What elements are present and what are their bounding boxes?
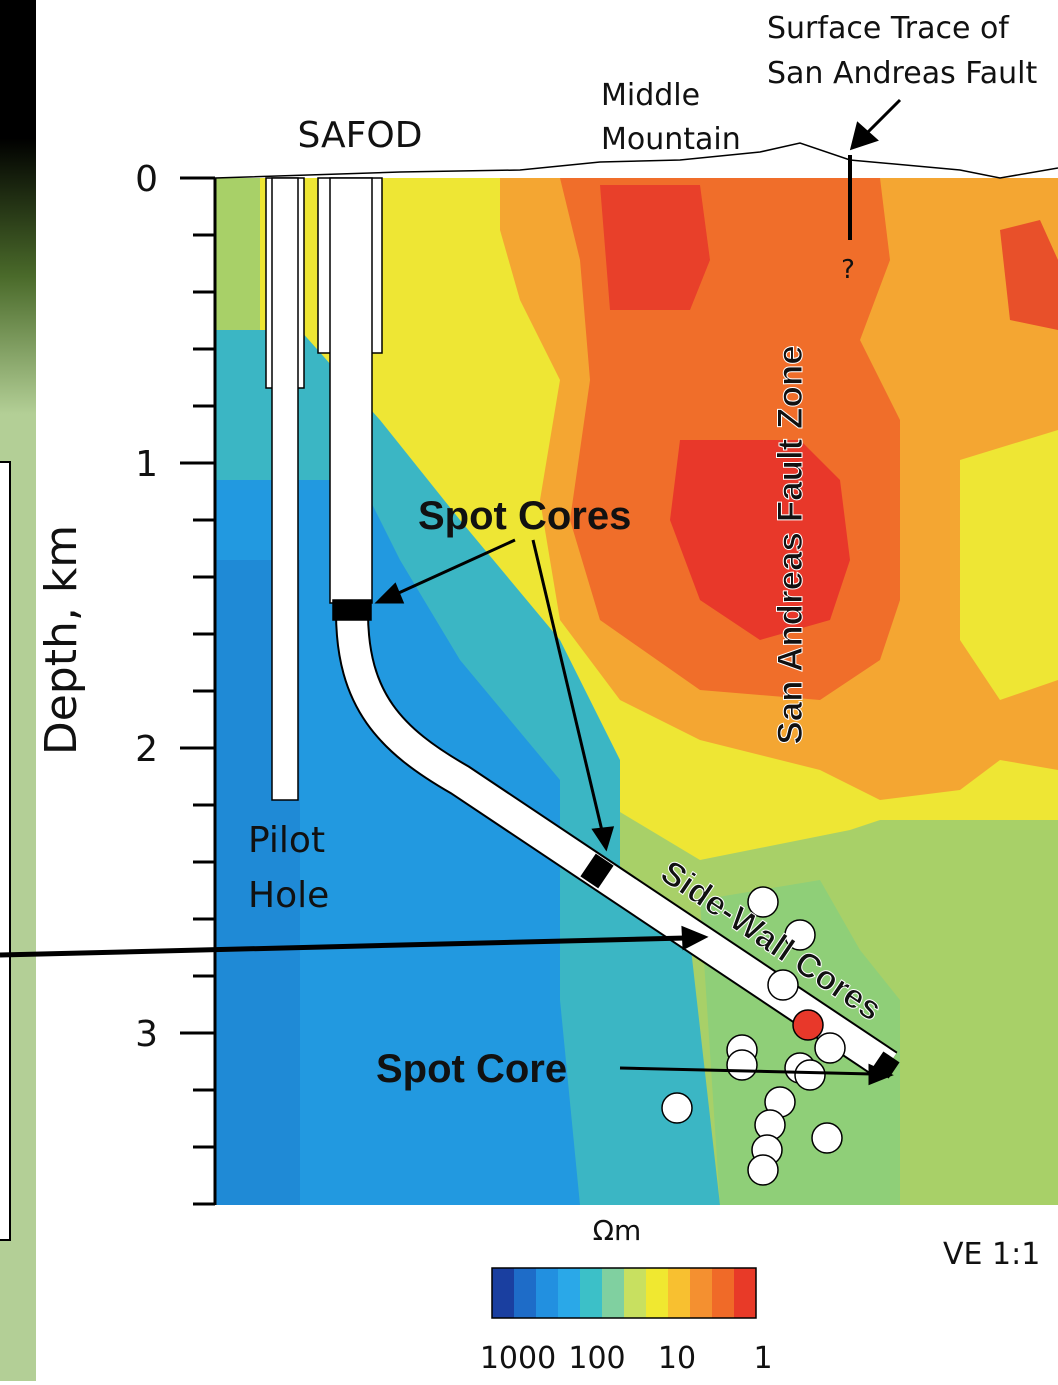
- side-box: [0, 462, 10, 1240]
- mountain-label: Middle: [601, 78, 700, 113]
- colorbar-cell: [514, 1268, 537, 1318]
- colorbar-cell: [580, 1268, 603, 1318]
- depth-tick-label: 3: [135, 1014, 158, 1055]
- depth-tick-label: 2: [135, 729, 158, 770]
- colorbar-cell: [536, 1268, 559, 1318]
- colorbar-label: 1000: [480, 1341, 556, 1376]
- depth-tick-label: 0: [135, 159, 158, 200]
- colorbar-cell: [668, 1268, 691, 1318]
- colorbar-cell: [690, 1268, 713, 1318]
- site-label: SAFOD: [298, 115, 423, 156]
- fault-zone-label: San Andreas Fault Zone: [771, 345, 810, 744]
- colorbar-cell: [558, 1268, 581, 1318]
- colorbar-cell: [734, 1268, 757, 1318]
- colorbar: 1000 100 10 1: [480, 1268, 773, 1376]
- colorbar-unit: Ωm: [593, 1214, 642, 1247]
- colorbar-label: 100: [568, 1341, 625, 1376]
- pilot-hole-label: Hole: [248, 875, 329, 916]
- question-mark: ?: [841, 255, 855, 285]
- colorbar-cell: [602, 1268, 625, 1318]
- colorbar-cell: [646, 1268, 669, 1318]
- pilot-hole-label: Pilot: [248, 820, 325, 861]
- fault-trace-label: San Andreas Fault: [767, 56, 1037, 91]
- depth-tick-label: 1: [135, 444, 158, 485]
- colorbar-cell: [624, 1268, 647, 1318]
- axis-label: Depth, km: [36, 525, 87, 755]
- spot-cores-label: Spot Cores: [418, 494, 631, 538]
- mountain-label: Mountain: [601, 122, 741, 157]
- colorbar-label: 10: [658, 1341, 696, 1376]
- scale-note: VE 1:1: [943, 1237, 1040, 1272]
- figure: 0 1 2 3 SAFOD Middle Mountain Surface Trace…: [0, 0, 1058, 1381]
- colorbar-cell: [712, 1268, 735, 1318]
- colorbar-label: 1: [753, 1341, 772, 1376]
- colorbar-cell: [492, 1268, 515, 1318]
- spot-core-label: Spot Core: [376, 1047, 567, 1091]
- fault-trace-label: Surface Trace of: [767, 11, 1010, 46]
